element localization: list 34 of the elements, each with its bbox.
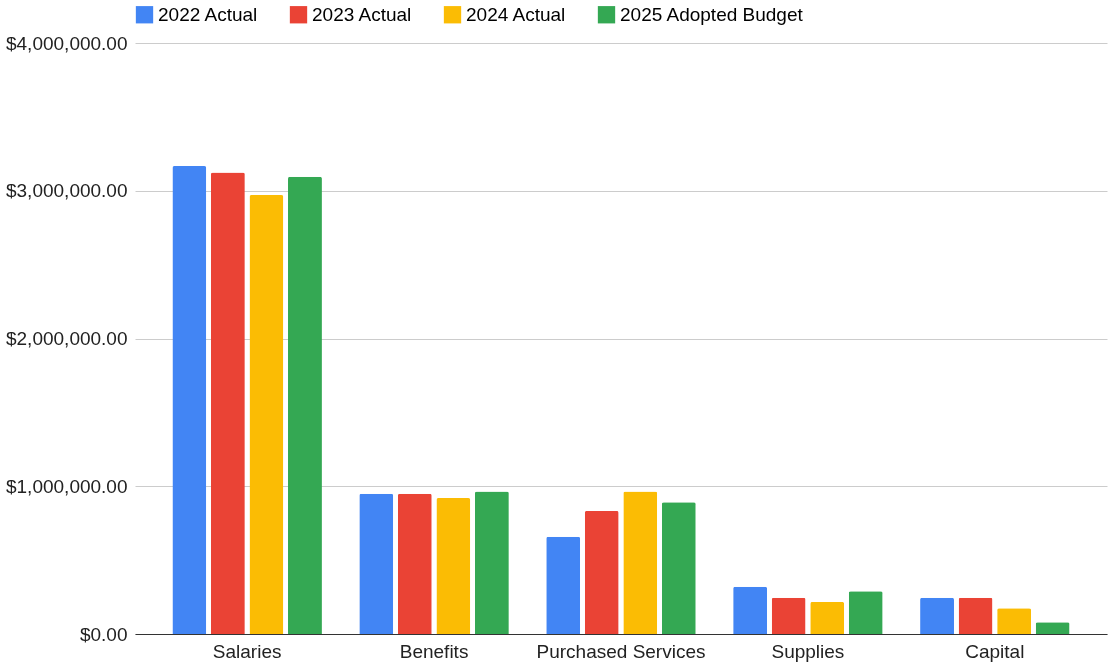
bar xyxy=(172,166,207,634)
bar xyxy=(436,498,471,634)
bar xyxy=(249,195,284,634)
y-tick-label: $4,000,000.00 xyxy=(5,32,128,54)
y-tick-label: $1,000,000.00 xyxy=(5,475,128,497)
bar xyxy=(771,597,806,634)
bar xyxy=(623,491,658,634)
y-tick-label: $2,000,000.00 xyxy=(5,328,128,349)
legend-label: 2025 Adopted Budget xyxy=(620,3,804,25)
x-tick-label: Capital xyxy=(965,640,1025,662)
bar xyxy=(810,601,845,634)
legend-label: 2022 Actual xyxy=(158,3,258,25)
bar xyxy=(474,491,509,634)
bar xyxy=(1035,622,1070,634)
bar xyxy=(661,502,696,634)
y-tick-label: $0.00 xyxy=(79,623,128,645)
bar xyxy=(584,510,619,634)
legend-label: 2023 Actual xyxy=(312,3,412,25)
bar xyxy=(958,597,993,634)
bar xyxy=(288,176,322,634)
bar xyxy=(546,536,581,634)
x-tick-label: Supplies xyxy=(771,640,845,662)
bar xyxy=(397,493,432,634)
bar xyxy=(733,586,768,634)
bar xyxy=(920,597,954,634)
x-tick-label: Purchased Services xyxy=(536,640,706,662)
bar xyxy=(848,591,883,634)
x-tick-label: Salaries xyxy=(212,640,282,662)
x-tick-label: Benefits xyxy=(399,640,469,662)
legend-label: 2024 Actual xyxy=(466,3,566,25)
bar xyxy=(210,172,245,634)
bar xyxy=(359,493,394,634)
y-tick-label: $3,000,000.00 xyxy=(5,180,128,202)
bar xyxy=(997,608,1032,634)
